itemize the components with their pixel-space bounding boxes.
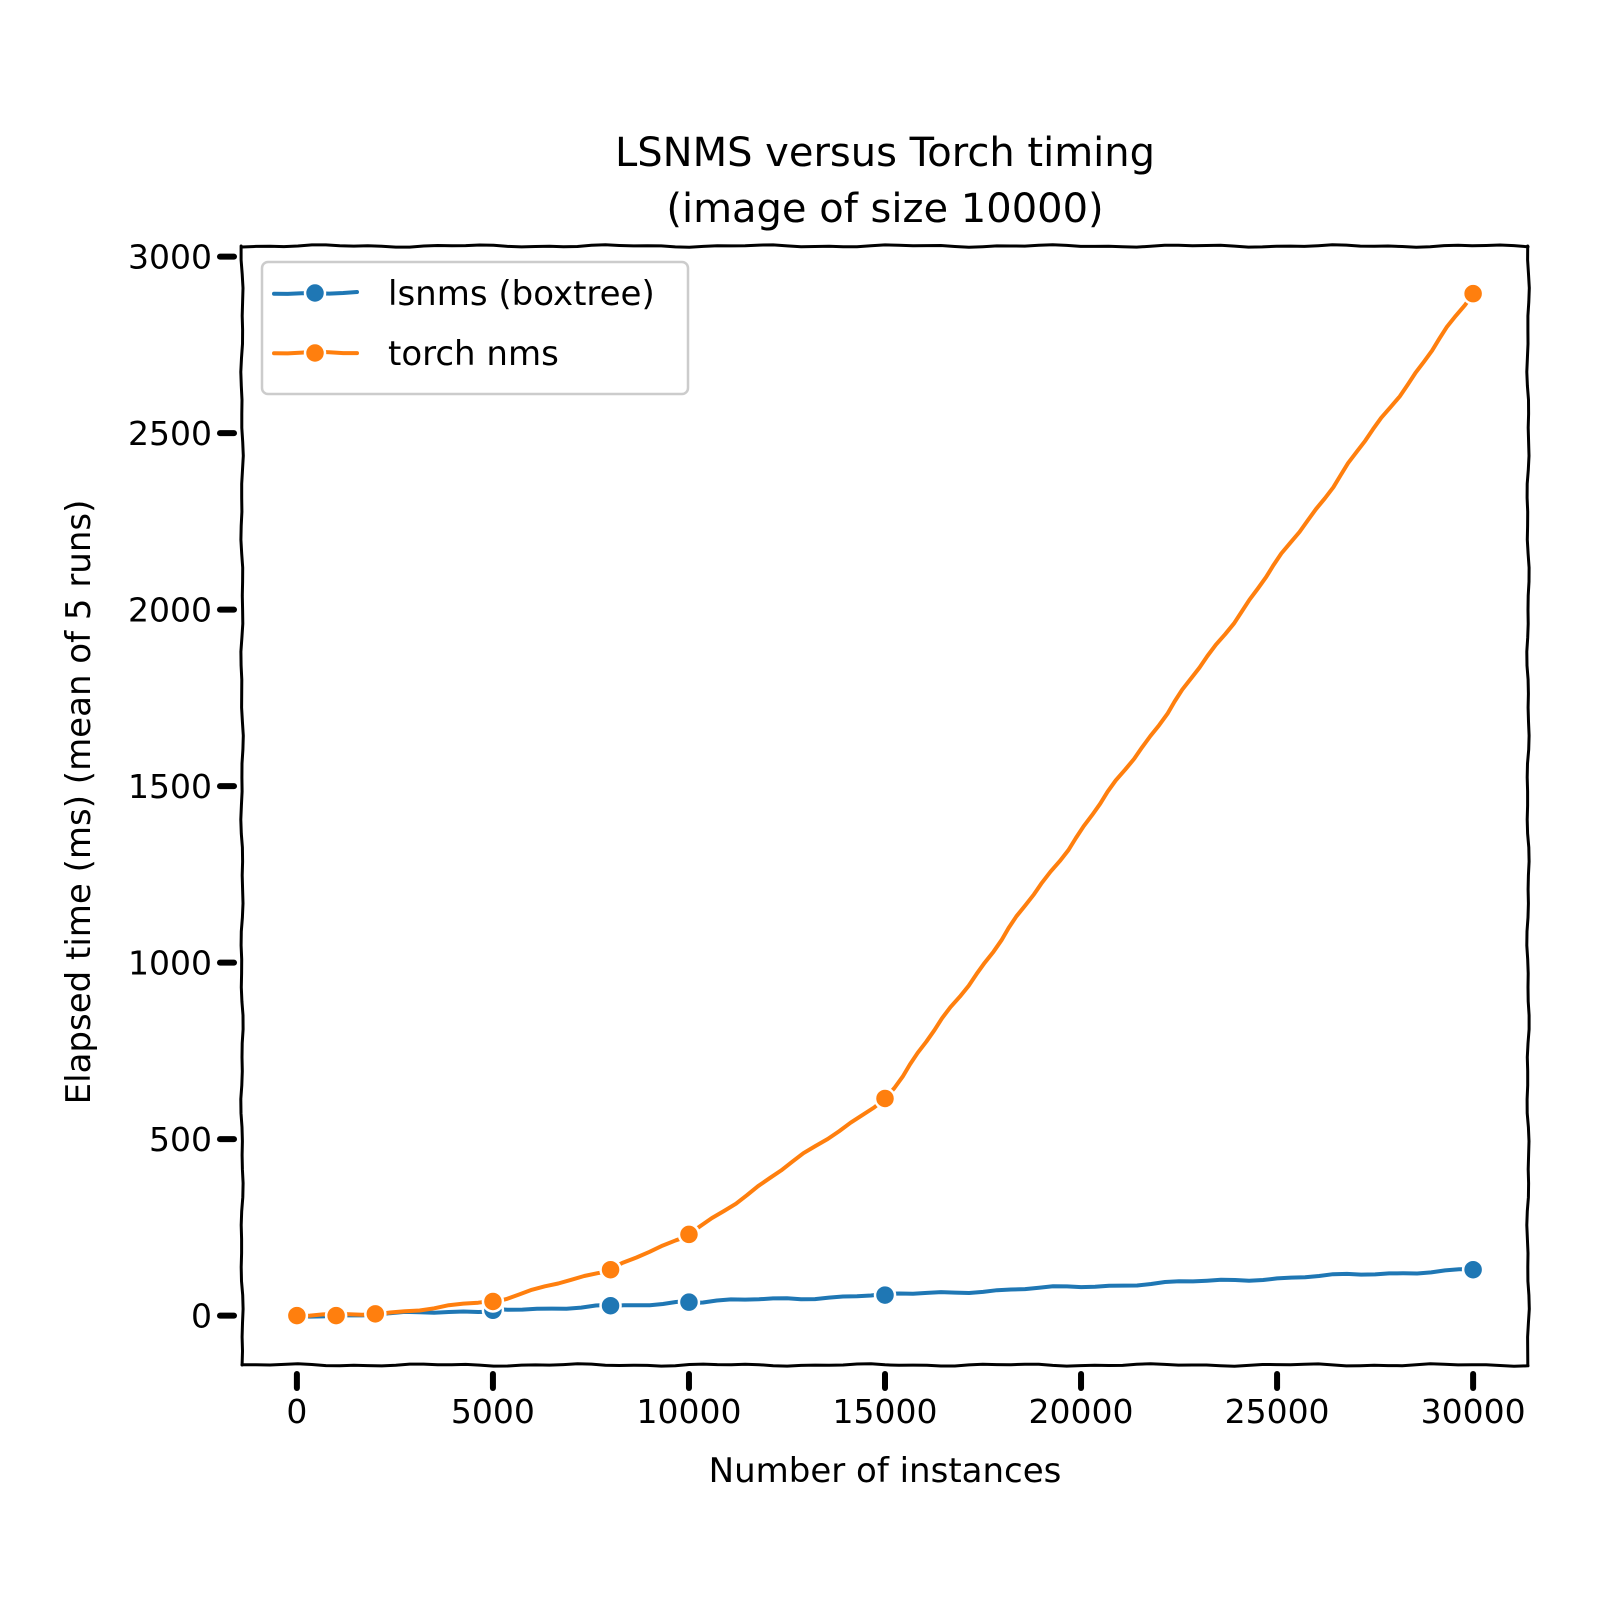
data-point — [324, 1304, 348, 1327]
y-axis: 0 500 1000 1500 2000 2500 3000 — [128, 238, 237, 1336]
y-axis-label: Elapsed time (ms) (mean of 5 runs) — [59, 500, 99, 1105]
x-axis: 0 5000 10000 15000 20000 25000 30000 — [286, 1371, 1526, 1431]
series-line — [294, 291, 1476, 1319]
x-axis-label: Number of instances — [709, 1451, 1062, 1491]
x-tick-label: 30000 — [1421, 1392, 1526, 1431]
legend-marker — [303, 281, 327, 305]
series-2 — [285, 282, 1485, 1327]
legend-label: lsnms (boxtree) — [388, 274, 655, 314]
frame-top — [240, 243, 1530, 249]
x-tick-label: 20000 — [1029, 1392, 1134, 1431]
y-tick-label: 1500 — [128, 767, 212, 806]
series-1 — [285, 1258, 1485, 1327]
data-point — [1461, 282, 1485, 305]
data-point — [481, 1290, 505, 1313]
x-tick-label: 10000 — [636, 1392, 741, 1431]
frame-left — [239, 244, 245, 1367]
data-point — [873, 1283, 897, 1307]
legend-marker — [303, 341, 327, 365]
frame-right — [1525, 244, 1531, 1367]
data-point — [873, 1087, 897, 1110]
data-point — [364, 1302, 387, 1326]
chart-subtitle: (image of size 10000) — [666, 186, 1103, 232]
data-point — [599, 1258, 622, 1281]
data-point — [1461, 1258, 1485, 1281]
data-point — [599, 1294, 622, 1317]
data-point — [677, 1223, 701, 1246]
x-tick-label: 0 — [286, 1392, 307, 1431]
plot-frame — [239, 243, 1531, 1368]
x-tick-label: 15000 — [833, 1392, 938, 1431]
y-tick-label: 3000 — [128, 238, 212, 277]
y-tick-label: 0 — [191, 1297, 212, 1336]
chart-title-group: LSNMS versus Torch timing (image of size… — [615, 130, 1155, 232]
legend: lsnms (boxtree) torch nms — [260, 260, 690, 396]
chart-title: LSNMS versus Torch timing — [615, 130, 1155, 176]
x-tick-label: 5000 — [451, 1392, 535, 1431]
y-tick-label: 500 — [149, 1120, 212, 1159]
data-point — [285, 1304, 309, 1327]
legend-label: torch nms — [388, 334, 559, 374]
y-tick-label: 2500 — [128, 414, 212, 453]
frame-bottom — [240, 1362, 1530, 1368]
data-point — [677, 1290, 701, 1314]
legend-entry-2: torch nms — [272, 334, 559, 374]
legend-entry-1: lsnms (boxtree) — [272, 274, 655, 314]
y-tick-label: 2000 — [128, 591, 212, 630]
y-tick-label: 1000 — [128, 944, 212, 983]
legend-box — [260, 260, 690, 396]
x-tick-label: 25000 — [1225, 1392, 1330, 1431]
series-layer — [285, 282, 1485, 1327]
